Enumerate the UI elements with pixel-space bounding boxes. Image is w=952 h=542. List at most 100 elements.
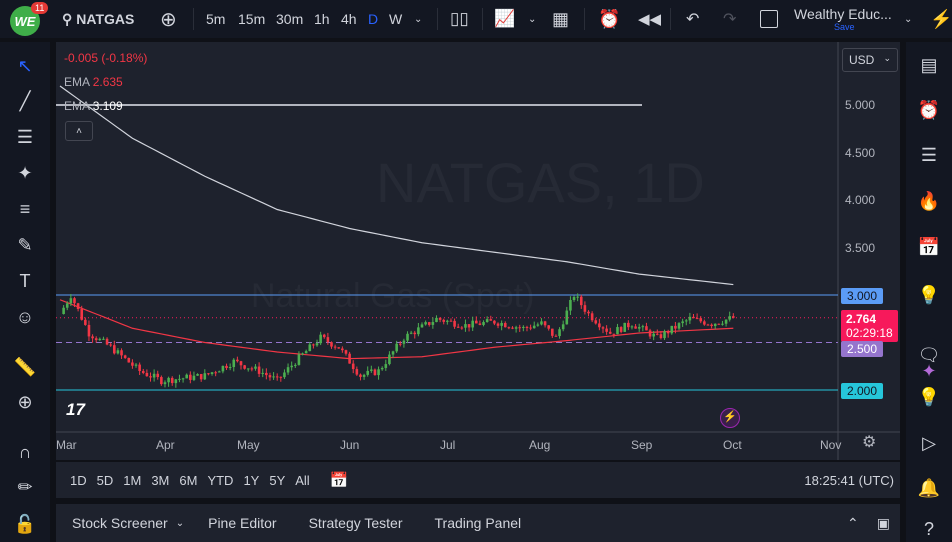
candle-body (304, 351, 308, 354)
cursor-icon[interactable]: ↖ (17, 55, 33, 76)
alarm-add-icon[interactable]: ⏰ (598, 8, 621, 29)
range-all[interactable]: All (295, 472, 310, 488)
candle-body (438, 317, 442, 320)
range-3m[interactable]: 3M (151, 472, 170, 488)
right-sidebar: ▤ ⏰ ☰ 🔥 📅 💡 🗨 ✦ 💡 ▷ 🔔 ? (906, 42, 952, 542)
tab-interval-w[interactable]: W (389, 11, 403, 27)
compare-add-icon[interactable]: ⊕ (160, 8, 177, 31)
candle-body (105, 338, 109, 345)
zoom-in-icon[interactable]: ⊕ (17, 391, 33, 412)
candle-body (413, 332, 417, 335)
pattern-icon[interactable]: ✦ (17, 162, 33, 183)
tab-strategy-tester[interactable]: Strategy Tester (308, 515, 403, 531)
symbol-search[interactable]: ⚲ NATGAS (62, 0, 134, 38)
price-tick: 3.500 (845, 241, 876, 255)
layout-grid-icon[interactable]: ▦ (552, 8, 570, 29)
candle-body (203, 373, 207, 380)
fib-icon[interactable]: ≡ (19, 198, 31, 219)
candle-body (565, 310, 569, 325)
chevron-down-icon[interactable]: ⌄ (175, 517, 185, 529)
chevron-down-icon[interactable]: ⌄ (414, 13, 423, 25)
price-chart[interactable]: NATGAS, 1D Natural Gas (Spot) (56, 42, 900, 460)
emoji-icon[interactable]: ☺ (15, 306, 35, 327)
candle-body (62, 307, 65, 314)
indicators-icon[interactable]: 📈 (494, 9, 516, 28)
candle-body (561, 324, 565, 330)
range-1y[interactable]: 1Y (243, 472, 260, 488)
chevron-down-icon[interactable]: ⌄ (528, 13, 537, 25)
candle-body (503, 323, 507, 328)
notifications-bell-icon[interactable]: 🔔 (917, 477, 941, 498)
trend-line-icon[interactable]: ╱ (19, 90, 31, 111)
tab-trading-panel[interactable]: Trading Panel (434, 515, 522, 531)
news-icon[interactable]: ☰ (920, 144, 938, 165)
text-icon[interactable]: T (19, 270, 31, 291)
layout-name-button[interactable]: Wealthy Educ... Save (794, 0, 892, 38)
candle-body (359, 374, 362, 377)
layout-name: Wealthy Educ... (794, 6, 892, 22)
replay-icon[interactable]: ◀◀ (638, 11, 662, 28)
candle-body (214, 372, 217, 374)
range-5y[interactable]: 5Y (269, 472, 286, 488)
go-to-date-icon[interactable]: 📅 (329, 472, 349, 489)
horizontal-lines-icon[interactable]: ☰ (16, 126, 34, 147)
maximize-panel-icon[interactable]: ▣ (876, 514, 890, 531)
tab-stock-screener[interactable]: Stock Screener (72, 515, 168, 531)
range-1d[interactable]: 1D (70, 472, 87, 488)
tab-interval-d[interactable]: D (368, 11, 379, 27)
hotlist-fire-icon[interactable]: 🔥 (917, 190, 941, 211)
chart-pane[interactable]: NATGAS, 1D Natural Gas (Spot) -0.005 (-0… (56, 42, 900, 460)
candle-body (120, 350, 123, 356)
candle-body (398, 343, 402, 345)
chat-icon[interactable]: 🗨 (917, 344, 941, 365)
candle-body (710, 324, 713, 327)
lock-icon[interactable]: 🔓 (13, 513, 37, 534)
brush-icon[interactable]: ✎ (17, 234, 33, 255)
lock-drawings-icon[interactable]: ✏ (17, 476, 33, 497)
tab-interval-5m[interactable]: 5m (206, 11, 226, 27)
ai-sparkle-icon[interactable]: ✦ (921, 360, 937, 381)
range-5d[interactable]: 5D (96, 472, 114, 488)
candle-body (102, 338, 105, 340)
range-1m[interactable]: 1M (123, 472, 142, 488)
fullscreen-box-icon[interactable] (760, 0, 778, 38)
lightning-event-icon[interactable]: ⚡ (720, 408, 740, 428)
play-icon[interactable]: ▷ (922, 432, 936, 453)
settings-icon[interactable]: ⚙ (862, 434, 877, 451)
clock-utc[interactable]: 18:25:41 (UTC) (804, 472, 894, 488)
save-label[interactable]: Save (834, 22, 855, 32)
tab-interval-15m[interactable]: 15m (238, 11, 266, 27)
candles-icon[interactable]: ▯▯ (450, 9, 469, 28)
tab-pine-editor[interactable]: Pine Editor (208, 515, 277, 531)
collapse-panel-icon[interactable]: ⌃ (847, 514, 859, 531)
ema-fast-legend[interactable]: EMA 2.635 (64, 75, 123, 89)
calendar-icon[interactable]: 📅 (917, 236, 941, 257)
chevron-down-icon[interactable]: ⌄ (904, 13, 913, 25)
watchlist-icon[interactable]: ▤ (920, 54, 938, 75)
candle-body (409, 332, 413, 334)
ema-slow-legend[interactable]: EMA 3.109 (64, 99, 123, 113)
currency-select[interactable]: USD ⌄ (842, 48, 898, 72)
candle-body (232, 359, 236, 368)
collapse-legend-button[interactable]: ˄ (65, 121, 93, 141)
range-ytd[interactable]: YTD (207, 472, 234, 488)
help-icon[interactable]: ? (923, 518, 934, 539)
candle-body (656, 333, 659, 335)
undo-icon[interactable]: ↶ (686, 11, 700, 28)
ruler-icon[interactable]: 📏 (13, 356, 37, 377)
tab-interval-4h[interactable]: 4h (341, 11, 357, 27)
quick-search-icon[interactable]: ⚡ (930, 8, 952, 29)
tab-interval-30m[interactable]: 30m (276, 11, 304, 27)
candle-body (275, 376, 279, 378)
tab-interval-1h[interactable]: 1h (314, 11, 330, 27)
range-6m[interactable]: 6M (179, 472, 198, 488)
watermark-symbol: NATGAS, 1D (376, 151, 705, 214)
candle-body (123, 355, 127, 358)
tradingview-logo[interactable]: 17 (66, 400, 85, 419)
candle-body (525, 326, 529, 328)
magnet-icon[interactable]: ∩ (18, 441, 32, 462)
alarm-icon[interactable]: ⏰ (917, 99, 941, 120)
streams-icon[interactable]: 💡 (917, 386, 941, 407)
candle-body (116, 350, 120, 354)
ideas-bulb-icon[interactable]: 💡 (917, 284, 941, 305)
